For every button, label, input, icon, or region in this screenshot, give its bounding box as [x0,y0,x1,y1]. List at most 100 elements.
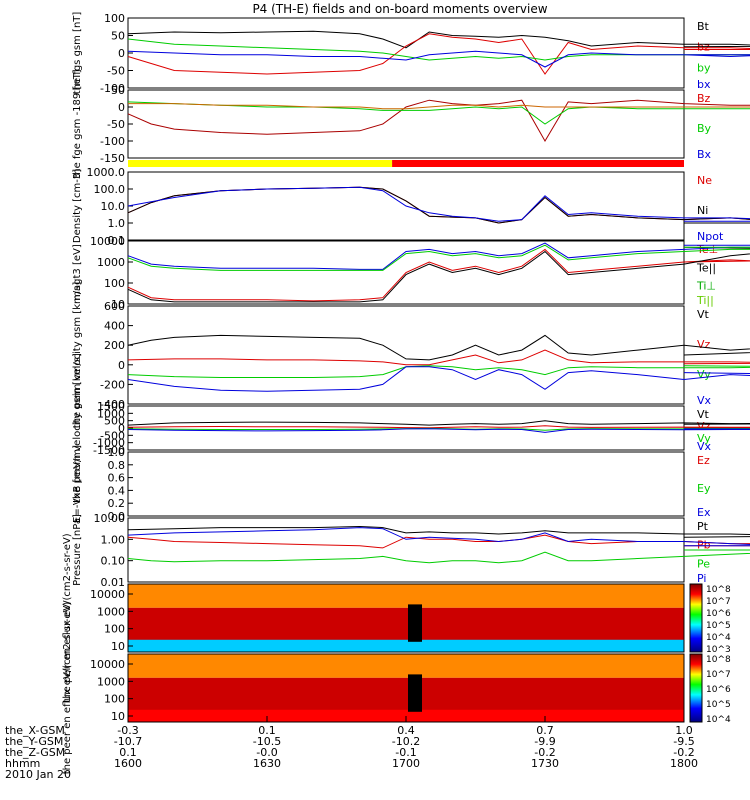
legend-label: Bt [697,20,710,33]
y-tick-label: 50 [111,84,125,97]
legend-label: Te⊥ [696,243,718,256]
panel-frame [127,451,685,517]
y-tick-label: 1.00 [101,533,126,546]
y-tick-label: 10000 [90,235,125,248]
legend-label: Ey [697,482,711,495]
y-tick-label: 10 [111,640,125,653]
series-by [127,38,750,61]
y-tick-label: 100 [104,12,125,25]
y-tick-label: -100 [100,135,125,148]
series-By [127,101,750,125]
legend-label: Vt [697,308,710,321]
legend-label: Ti⊥ [696,280,716,293]
y-tick-label: 1000 [97,407,125,420]
y-tick-label: -500 [100,429,125,442]
series-Pt [127,525,750,538]
series-Ni [127,186,750,224]
series-bx [127,50,750,68]
series-Npot [127,186,750,222]
position-value: -9.9 [534,735,555,748]
position-value: -0.2 [673,746,694,759]
position-footer: the_X-GSM -0.3 0.1 0.4 0.7 1.0 the_Y-GSM -10.7 -… [5,716,698,781]
y-tick-label: 1500 [97,400,125,413]
position-value: -10.5 [253,735,281,748]
y-tick-label: 600 [104,300,125,313]
legend-label: Te|| [696,261,716,274]
position-row-label: the_Z-GSM [5,746,65,759]
legend-label: Bz [697,92,711,105]
data-gap [408,604,422,642]
legend-label: bz [697,41,710,54]
colorbar-label: 10^6 [706,609,731,619]
legend-label: Npot [697,230,724,243]
legend-label: Ez [697,454,710,467]
y-axis-label: the peem velocity gsm [km/s] [72,353,83,503]
colorbar [689,653,703,723]
position-value: 1730 [531,757,559,770]
y-tick-label: 0.6 [108,472,126,485]
position-value: -0.0 [256,746,277,759]
y-tick-label: 0.10 [101,555,126,568]
legend-label: Pe [697,557,710,570]
y-tick-label: 1000 [97,256,125,269]
date-label: 2010 Jan 20 [5,768,71,781]
y-tick-label: -50 [107,65,125,78]
y-tick-label: 1000 [97,675,125,688]
position-value: -10.7 [114,735,142,748]
panel-0: 100 50 0 -50 -100 the fgs gsm [nT] Bt bz by bx [72,12,750,95]
legend-label: Vy [697,368,711,381]
legend-label: Ne [697,174,712,187]
series-Vt [127,420,750,426]
y-tick-label: -1000 [93,437,125,450]
y-tick-label: 0.01 [101,576,126,589]
series-Vz [127,349,750,366]
colorbar-label: 10^5 [706,621,731,631]
y-tick-label: 100 [104,693,125,706]
y-tick-label: 10 [111,710,125,723]
y-tick-label: 0 [118,359,125,372]
position-value: -9.5 [673,735,694,748]
panel-2: 1000.0 100.0 10.0 1.0 0.1 Density [cm-3] Ne Ni N… [72,166,750,247]
legend-label: Ni [697,204,708,217]
panel-3: 10000 1000 100 10 magt3 [eV] Te⊥ Te|| Ti⊥Ti|| [72,235,750,311]
position-value: -0.1 [395,746,416,759]
y-tick-label: 10000 [90,658,125,671]
y-tick-label: 0.1 [108,234,126,247]
series-Te⊥ [127,248,750,302]
series-Vz [127,425,750,429]
y-tick-label: 1.0 [108,446,126,459]
series-bz [127,33,750,75]
y-tick-label: 1.0 [108,217,126,230]
spectro-band [128,639,684,652]
series-Vx [127,366,750,392]
spectrogram-0: 10000 1000 100 10 the peir en eflux eV/(cm2-… [62,533,731,702]
y-tick-label: 400 [104,320,125,333]
position-row-label: the_Y-GSM [5,735,63,748]
y-tick-label: -50 [107,118,125,131]
y-axis-label: Pressure [nPa] [72,514,83,586]
y-tick-label: 0 [118,47,125,60]
series-Vt [127,334,750,361]
series-Vy [127,365,750,378]
panel-1: 50 0 -50 -100 -150 the fge gsm -189 [nT] Bz By B… [72,69,750,179]
y-tick-label: -200 [100,378,125,391]
colorbar-label: 10^5 [706,700,731,710]
series-Pe [127,549,750,564]
position-value: 0.1 [119,746,137,759]
y-axis-label: the peim velocity gsm [km/s] [72,282,83,429]
y-axis-label: the peer en eflux eV/(cm2-s-sr-eV) [62,602,73,775]
position-value: -0.2 [534,746,555,759]
colorbar-label: 10^3 [706,645,731,655]
series-Te|| [127,246,750,303]
legend-label: Vy [697,432,711,445]
legend-label: bx [697,78,711,91]
y-tick-label: 50 [111,30,125,43]
y-tick-label: 0.8 [108,459,126,472]
colorbar-label: 10^8 [706,585,731,595]
legend-label: Vx [697,394,712,407]
legend-label: Vx [697,440,712,453]
y-tick-label: 10.0 [101,200,126,213]
colorbar [689,583,703,653]
